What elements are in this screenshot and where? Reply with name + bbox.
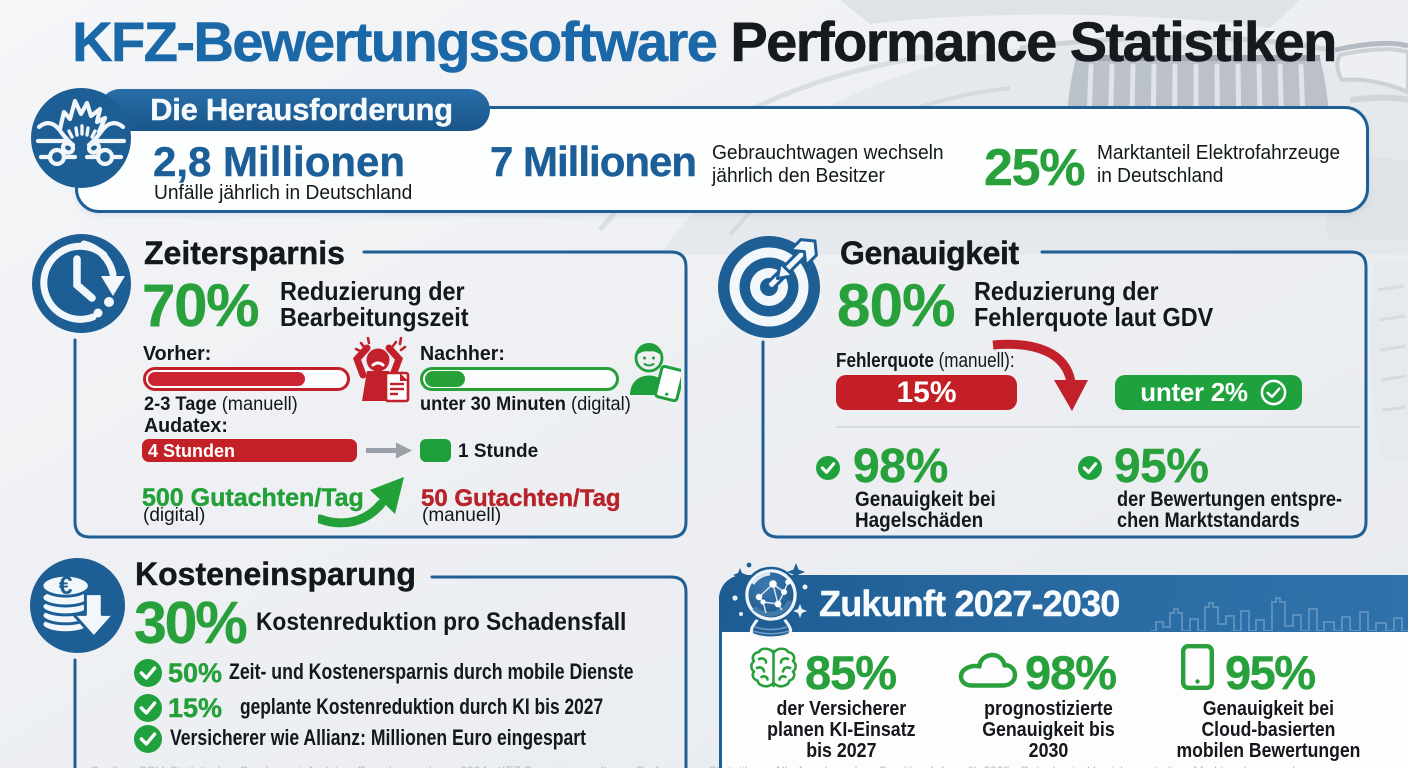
svg-text:€: € — [59, 573, 73, 600]
